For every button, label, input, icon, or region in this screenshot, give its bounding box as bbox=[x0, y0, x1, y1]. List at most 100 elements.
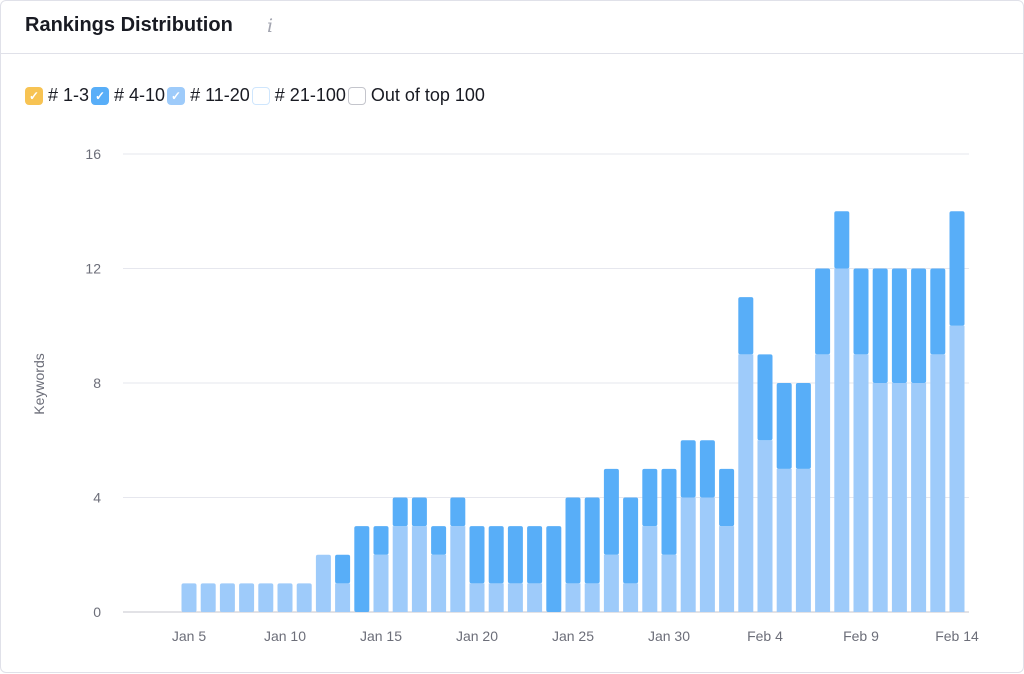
x-tick-label: Jan 5 bbox=[172, 628, 206, 644]
bar--4-10 bbox=[795, 383, 811, 469]
bar--11-20 bbox=[239, 583, 255, 612]
checkbox-checked-icon[interactable]: ✓ bbox=[91, 86, 110, 105]
bar--4-10 bbox=[661, 468, 677, 555]
card-header: Rankings Distribution i bbox=[1, 1, 1023, 54]
bar--4-10 bbox=[872, 268, 888, 383]
checkbox-checked-icon[interactable]: ✓ bbox=[25, 86, 43, 105]
bar--4-10 bbox=[584, 497, 600, 584]
bar--11-20 bbox=[623, 583, 639, 612]
card-title: Rankings Distribution bbox=[25, 14, 233, 36]
bar--4-10 bbox=[776, 383, 792, 469]
bar--4-10 bbox=[488, 526, 504, 584]
bar--11-20 bbox=[296, 583, 312, 612]
bar--4-10 bbox=[699, 440, 715, 498]
bar--4-10 bbox=[392, 497, 408, 527]
bar--4-10 bbox=[507, 526, 523, 584]
bar--11-20 bbox=[834, 268, 850, 612]
legend-label: # 1-3 bbox=[48, 85, 90, 105]
bar--11-20 bbox=[795, 468, 811, 612]
chart-legend: ✓ # 1-3 ✓ # 4-10 ✓ # 11-20 # 21-100 Out of top … bbox=[25, 85, 487, 106]
legend-item-2[interactable]: ✓ # 11-20 bbox=[167, 85, 252, 106]
bar--11-20 bbox=[603, 554, 619, 612]
bar--11-20 bbox=[661, 554, 677, 612]
bar--11-20 bbox=[930, 354, 946, 612]
x-tick-label: Jan 25 bbox=[552, 628, 594, 644]
bar--11-20 bbox=[219, 583, 235, 612]
bar--4-10 bbox=[373, 526, 389, 555]
legend-item-3[interactable]: # 21-100 bbox=[251, 85, 348, 106]
bar--11-20 bbox=[258, 583, 274, 612]
bar--11-20 bbox=[469, 583, 485, 612]
bar--4-10 bbox=[546, 526, 562, 612]
bar--4-10 bbox=[930, 268, 946, 355]
x-tick-label: Jan 10 bbox=[264, 628, 306, 644]
legend-item-4[interactable]: Out of top 100 bbox=[347, 85, 487, 106]
bar--11-20 bbox=[335, 583, 351, 612]
bar--11-20 bbox=[719, 526, 735, 612]
checkbox-unchecked-icon[interactable] bbox=[251, 86, 270, 105]
bar--4-10 bbox=[354, 526, 370, 612]
bar--4-10 bbox=[757, 354, 773, 441]
bar--4-10 bbox=[642, 468, 658, 527]
legend-item-0[interactable]: ✓ # 1-3 bbox=[25, 85, 91, 106]
bar--11-20 bbox=[488, 583, 504, 612]
bar--11-20 bbox=[891, 383, 907, 612]
bar--11-20 bbox=[565, 583, 581, 612]
bar--11-20 bbox=[815, 354, 831, 612]
y-tick-label: 8 bbox=[93, 375, 101, 391]
y-tick-label: 4 bbox=[93, 490, 101, 506]
bar--4-10 bbox=[527, 526, 543, 584]
bar--11-20 bbox=[757, 440, 773, 612]
bar--11-20 bbox=[872, 383, 888, 612]
bar--4-10 bbox=[431, 526, 447, 555]
legend-label: Out of top 100 bbox=[370, 85, 485, 105]
bar--4-10 bbox=[834, 211, 850, 269]
bar--11-20 bbox=[642, 526, 658, 612]
bar--4-10 bbox=[719, 468, 735, 527]
y-tick-label: 0 bbox=[93, 604, 101, 620]
bar--4-10 bbox=[335, 554, 351, 584]
bar--4-10 bbox=[623, 497, 639, 584]
bar--4-10 bbox=[603, 468, 619, 555]
bar--4-10 bbox=[680, 440, 696, 498]
bar--4-10 bbox=[469, 526, 485, 584]
legend-label: # 21-100 bbox=[274, 85, 346, 105]
bar--11-20 bbox=[431, 554, 447, 612]
bar--11-20 bbox=[911, 383, 927, 612]
bar--4-10 bbox=[450, 497, 466, 527]
bar--4-10 bbox=[853, 268, 869, 355]
bar--11-20 bbox=[411, 526, 427, 612]
bar--11-20 bbox=[507, 583, 523, 612]
bar--11-20 bbox=[680, 497, 696, 612]
checkbox-checked-icon[interactable]: ✓ bbox=[167, 86, 186, 105]
legend-label: # 4-10 bbox=[114, 85, 166, 105]
bar--4-10 bbox=[411, 497, 427, 527]
x-tick-label: Feb 9 bbox=[843, 628, 879, 644]
checkbox-unchecked-icon[interactable] bbox=[347, 86, 366, 105]
bar--11-20 bbox=[699, 497, 715, 612]
bar--4-10 bbox=[911, 268, 927, 383]
bar--4-10 bbox=[891, 268, 907, 383]
bar--11-20 bbox=[277, 583, 293, 612]
bar--11-20 bbox=[200, 583, 216, 612]
x-tick-label: Jan 15 bbox=[360, 628, 402, 644]
bar--11-20 bbox=[315, 554, 331, 612]
legend-label: # 11-20 bbox=[190, 85, 250, 105]
bar--11-20 bbox=[853, 354, 869, 612]
bar--4-10 bbox=[738, 297, 754, 355]
x-tick-label: Jan 20 bbox=[456, 628, 498, 644]
legend-item-1[interactable]: ✓ # 4-10 bbox=[91, 85, 167, 106]
y-tick-label: 12 bbox=[85, 261, 101, 277]
bar--11-20 bbox=[181, 583, 197, 612]
bar--11-20 bbox=[373, 554, 389, 612]
x-tick-label: Feb 4 bbox=[747, 628, 783, 644]
bar--11-20 bbox=[738, 354, 754, 612]
bar--11-20 bbox=[584, 583, 600, 612]
bar--4-10 bbox=[815, 268, 831, 355]
info-icon[interactable]: i bbox=[267, 15, 274, 37]
bar--11-20 bbox=[392, 526, 408, 612]
bar--11-20 bbox=[776, 468, 792, 612]
bar--11-20 bbox=[949, 325, 965, 612]
